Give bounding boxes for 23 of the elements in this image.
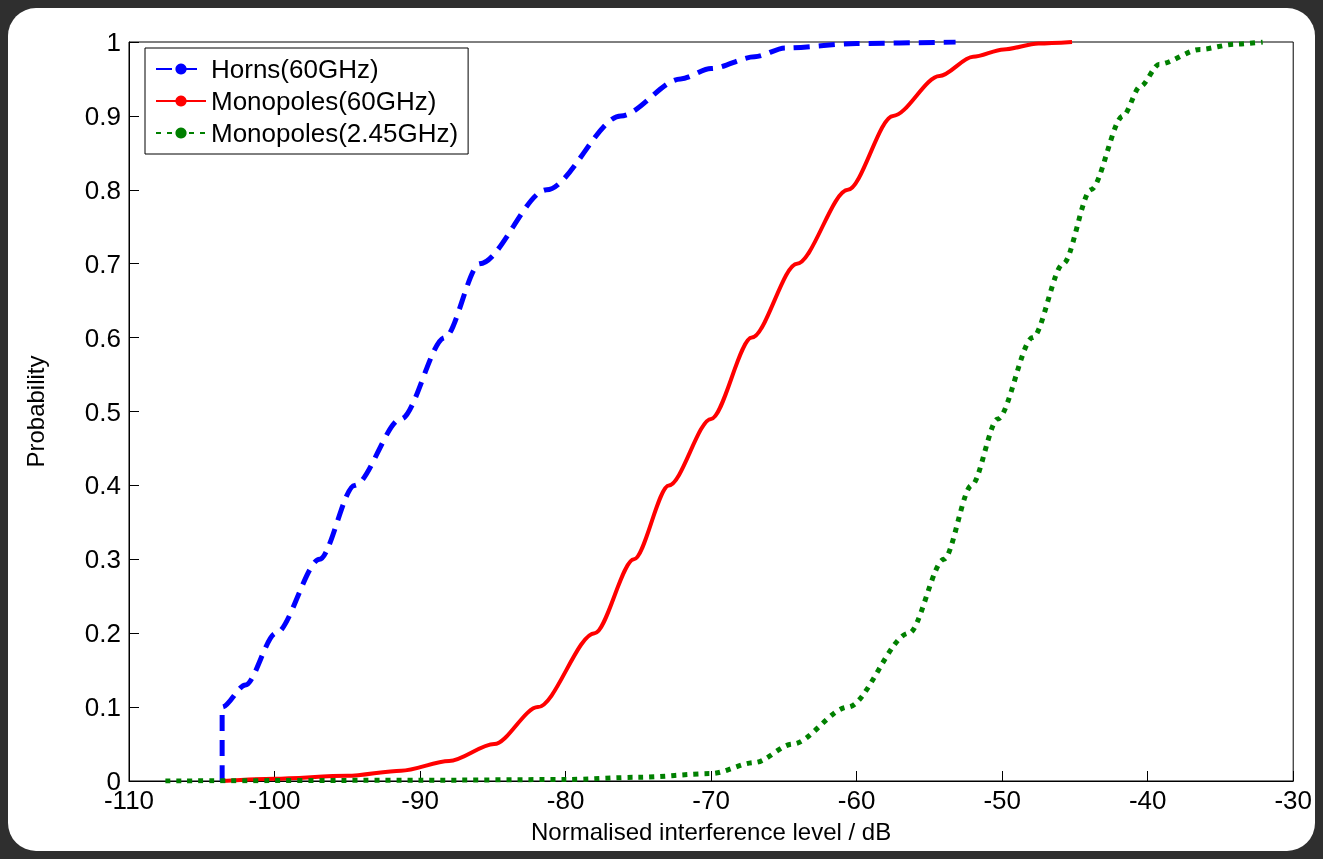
- legend-label: Monopoles(2.45GHz): [211, 118, 459, 148]
- x-tick-label: -80: [546, 785, 585, 815]
- legend-label: Monopoles(60GHz): [211, 86, 437, 116]
- y-tick-label: 0.1: [84, 692, 121, 723]
- x-tick-label: -40: [1128, 785, 1167, 815]
- x-tick-label: -90: [401, 785, 439, 815]
- y-tick-label: 0.4: [84, 470, 121, 501]
- legend-label: Horns(60GHz): [211, 54, 379, 84]
- y-tick-label: 0.7: [84, 248, 121, 279]
- y-axis-title: Probability: [21, 355, 49, 468]
- x-tick-label: -50: [983, 785, 1021, 815]
- y-tick-label: 0.6: [84, 322, 121, 353]
- x-tick-label: -70: [692, 785, 730, 815]
- x-tick-label: -30: [1274, 785, 1312, 815]
- y-tick-label: 0.3: [84, 544, 121, 575]
- x-tick-label: -60: [837, 785, 876, 815]
- y-tick-label: 1: [106, 27, 121, 57]
- y-tick-label: 0.2: [84, 618, 121, 649]
- x-axis-title: Normalised interference level / dB: [531, 817, 892, 845]
- y-tick-label: 0.8: [84, 174, 121, 205]
- x-tick-label: -100: [248, 785, 301, 815]
- y-tick-label: 0.5: [84, 396, 121, 427]
- y-tick-label: 0.9: [84, 100, 121, 131]
